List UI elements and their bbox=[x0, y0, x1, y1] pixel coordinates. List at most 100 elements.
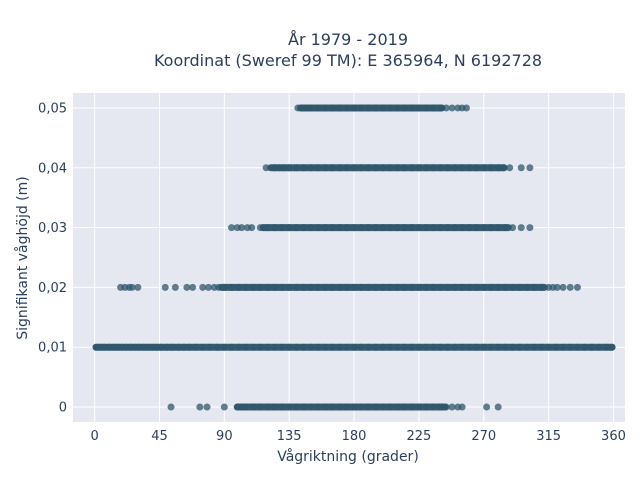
data-point bbox=[350, 164, 358, 172]
data-point bbox=[372, 224, 380, 232]
data-point bbox=[444, 224, 452, 232]
data-point bbox=[279, 164, 287, 172]
data-point bbox=[189, 283, 197, 291]
data-point bbox=[206, 343, 214, 351]
data-point bbox=[343, 403, 351, 411]
data-point bbox=[437, 164, 445, 172]
data-point bbox=[249, 343, 257, 351]
data-point bbox=[415, 403, 423, 411]
data-point bbox=[516, 283, 524, 291]
data-point bbox=[264, 224, 272, 232]
x-tick-label: 45 bbox=[151, 429, 168, 444]
data-point bbox=[278, 343, 286, 351]
data-point bbox=[372, 104, 380, 112]
data-point bbox=[328, 104, 336, 112]
data-point bbox=[242, 283, 250, 291]
data-point bbox=[429, 403, 437, 411]
data-point bbox=[400, 403, 408, 411]
data-point bbox=[458, 224, 466, 232]
data-point bbox=[429, 224, 437, 232]
data-point bbox=[314, 343, 322, 351]
data-point bbox=[526, 164, 534, 172]
data-point bbox=[523, 283, 531, 291]
data-point bbox=[465, 343, 473, 351]
data-point bbox=[357, 164, 365, 172]
data-point bbox=[199, 283, 207, 291]
y-tick-label: 0 bbox=[59, 401, 67, 416]
data-point bbox=[462, 104, 470, 112]
data-point bbox=[473, 224, 481, 232]
x-tick-label: 360 bbox=[601, 429, 626, 444]
x-tick-label: 270 bbox=[471, 429, 496, 444]
data-point bbox=[242, 343, 250, 351]
y-tick-label: 0,01 bbox=[38, 341, 67, 356]
data-point bbox=[357, 403, 365, 411]
data-point bbox=[292, 283, 300, 291]
data-point bbox=[408, 164, 416, 172]
data-point bbox=[292, 224, 300, 232]
data-point bbox=[458, 164, 466, 172]
data-point bbox=[442, 104, 450, 112]
data-point bbox=[408, 403, 416, 411]
data-point bbox=[448, 104, 456, 112]
data-point bbox=[364, 343, 372, 351]
x-tick-label: 180 bbox=[342, 429, 367, 444]
data-point bbox=[379, 164, 387, 172]
data-point bbox=[300, 283, 308, 291]
x-tick-label: 90 bbox=[216, 429, 233, 444]
data-point bbox=[307, 224, 315, 232]
data-point bbox=[350, 224, 358, 232]
data-point bbox=[526, 224, 534, 232]
data-point bbox=[573, 283, 581, 291]
data-point bbox=[328, 224, 336, 232]
data-point bbox=[213, 343, 221, 351]
data-point bbox=[364, 104, 372, 112]
data-point bbox=[408, 224, 416, 232]
data-point bbox=[566, 283, 574, 291]
data-point bbox=[444, 283, 452, 291]
data-point bbox=[509, 343, 517, 351]
data-point bbox=[278, 224, 286, 232]
data-point bbox=[437, 283, 445, 291]
y-tick-labels: 0 0,01 0,02 0,03 0,04 0,05 bbox=[38, 101, 67, 415]
data-point bbox=[602, 343, 610, 351]
data-point bbox=[278, 403, 286, 411]
data-point bbox=[415, 343, 423, 351]
data-point bbox=[530, 343, 538, 351]
data-point bbox=[437, 224, 445, 232]
data-point bbox=[215, 283, 223, 291]
data-point bbox=[336, 403, 344, 411]
data-point bbox=[157, 343, 165, 351]
data-point bbox=[379, 343, 387, 351]
data-point bbox=[566, 343, 574, 351]
data-point bbox=[256, 403, 264, 411]
data-point bbox=[500, 164, 508, 172]
data-point bbox=[167, 403, 175, 411]
data-point bbox=[285, 403, 293, 411]
data-point bbox=[128, 283, 136, 291]
data-point bbox=[523, 343, 531, 351]
data-point bbox=[314, 403, 322, 411]
data-point bbox=[350, 343, 358, 351]
data-point bbox=[300, 164, 308, 172]
data-point bbox=[357, 343, 365, 351]
data-point bbox=[408, 104, 416, 112]
series-band bbox=[117, 283, 581, 291]
plot-background bbox=[73, 93, 625, 422]
data-point bbox=[379, 104, 387, 112]
data-point bbox=[235, 343, 243, 351]
y-tick-label: 0,03 bbox=[38, 221, 67, 236]
series-band bbox=[228, 224, 534, 232]
data-point bbox=[559, 343, 567, 351]
data-point bbox=[458, 403, 466, 411]
data-point bbox=[343, 283, 351, 291]
data-point bbox=[465, 283, 473, 291]
series-band bbox=[167, 403, 502, 411]
data-point bbox=[186, 343, 194, 351]
data-point bbox=[300, 224, 308, 232]
data-point bbox=[328, 343, 336, 351]
data-point bbox=[487, 224, 495, 232]
data-point bbox=[480, 343, 488, 351]
data-point bbox=[379, 403, 387, 411]
data-point bbox=[357, 224, 365, 232]
